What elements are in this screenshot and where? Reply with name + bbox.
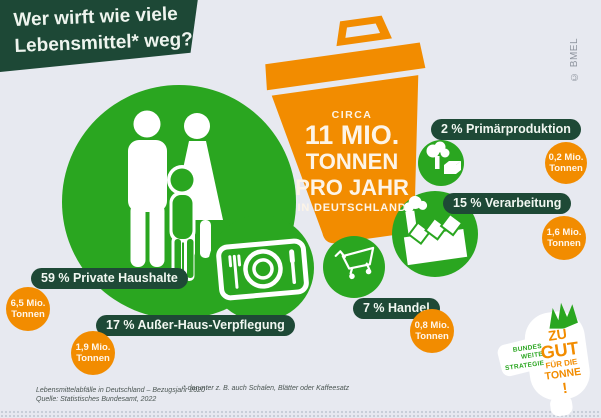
amount-value: 0,8 Mio. xyxy=(414,319,450,331)
child-figure xyxy=(167,165,197,281)
logo-background-dot xyxy=(549,394,574,418)
plate-cutlery-icon xyxy=(216,238,309,301)
bin-lid xyxy=(265,42,426,91)
bin-caption-tonnen: TONNEN xyxy=(305,149,399,175)
amount-badge-primaerproduktion: 0,2 Mio. Tonnen xyxy=(545,142,587,184)
amount-badge-ausser-haus-verpflegung: 1,9 Mio. Tonnen xyxy=(71,331,115,375)
source-line2: Quelle: Statistisches Bundesamt, 2022 xyxy=(36,396,157,404)
zu-gut-fuer-die-tonne-logo: BUNDES WEITE STRATEGIE ZU GUT FÜR DIE TO… xyxy=(491,298,601,418)
bin-caption-amount: 11 MIO. xyxy=(304,120,400,150)
bin-caption-circa: CIRCA xyxy=(331,109,373,121)
amount-unit: Tonnen xyxy=(547,238,581,249)
amount-badge-verarbeitung: 1,6 Mio. Tonnen xyxy=(542,216,586,260)
amount-value: 1,9 Mio. xyxy=(75,341,111,353)
amount-value: 6,5 Mio. xyxy=(10,297,46,309)
carrot-leaves-icon xyxy=(549,302,578,329)
retail-bubble xyxy=(323,236,385,298)
bin-body xyxy=(271,75,419,244)
sector-pill-primaerproduktion: 2 % Primärproduktion xyxy=(431,119,581,140)
out-of-home-bubble xyxy=(208,215,314,321)
bin-caption-projahr: PRO JAHR xyxy=(295,174,409,200)
amount-badge-handel: 0,8 Mio. Tonnen xyxy=(410,309,454,353)
sector-pill-verarbeitung: 15 % Verarbeitung xyxy=(443,193,572,214)
bin-caption-region: IN DEUTSCHLAND xyxy=(297,201,407,214)
amount-value: 0,2 Mio. xyxy=(548,151,584,163)
man-figure xyxy=(128,110,167,267)
amount-unit: Tonnen xyxy=(415,331,449,342)
amount-unit: Tonnen xyxy=(549,163,583,174)
factory-icon xyxy=(403,195,468,266)
logo-wordmark: ZU GUT FÜR DIE TONNE ! xyxy=(534,324,589,398)
source-line1: Lebensmittelabfälle in Deutschland – Bez… xyxy=(36,387,205,394)
amount-unit: Tonnen xyxy=(76,353,110,364)
amount-unit: Tonnen xyxy=(11,309,45,320)
shopping-cart-icon xyxy=(334,246,375,280)
source-note: Lebensmittelabfälle in Deutschland – Bez… xyxy=(36,386,205,405)
waste-bin-icon xyxy=(265,15,426,244)
sector-pill-ausser-haus-verpflegung: 17 % Außer-Haus-Verpflegung xyxy=(96,315,295,336)
amount-value: 1,6 Mio. xyxy=(546,226,582,238)
amount-badge-private-haushalte: 6,5 Mio. Tonnen xyxy=(6,287,50,331)
bmel-copyright: © BMEL xyxy=(569,37,580,82)
sector-pill-private-haushalte: 59 % Private Haushalte xyxy=(31,268,188,289)
family-icon xyxy=(128,110,223,281)
bin-caption: CIRCA 11 MIO. TONNEN PRO JAHR IN DEUTSCH… xyxy=(272,109,432,214)
footnote: * darunter z. B. auch Schalen, Blätter o… xyxy=(183,385,350,392)
processing-bubble xyxy=(392,191,478,277)
primary-production-bubble xyxy=(418,140,464,186)
bin-handle xyxy=(336,15,392,47)
dotted-divider xyxy=(0,410,601,417)
orchard-crate-icon xyxy=(426,141,461,174)
page-title: Wer wirft wie viele Lebensmittel* weg? xyxy=(13,1,193,60)
